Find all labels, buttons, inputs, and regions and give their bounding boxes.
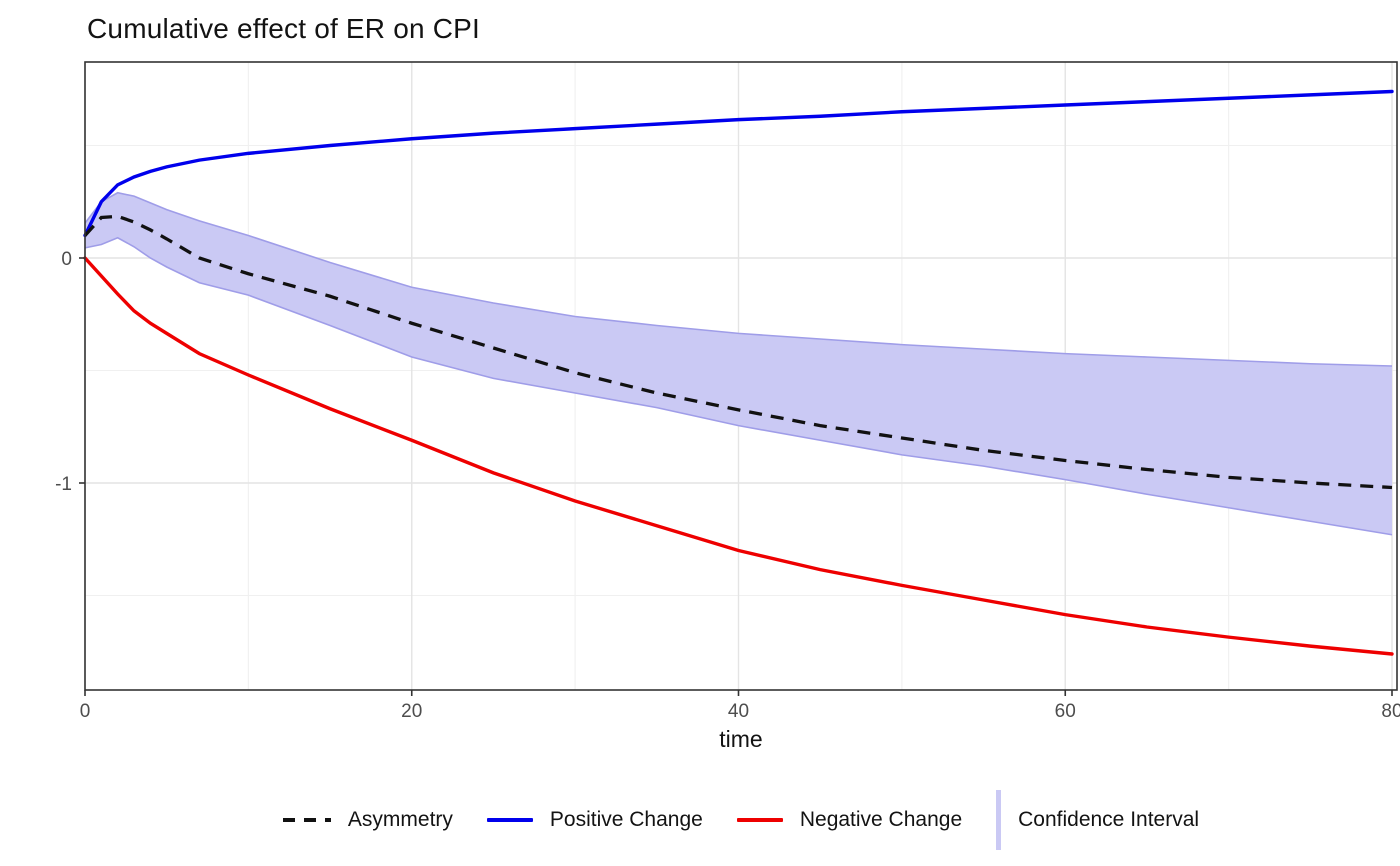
chart-title: Cumulative effect of ER on CPI: [87, 13, 480, 44]
negative-change-line: [83, 256, 1394, 656]
confidence-band-lower-edge: [84, 236, 1393, 536]
legend-label: Negative Change: [799, 808, 963, 831]
legend-item-asymmetry: Asymmetry: [282, 808, 453, 832]
x-tick-label: 60: [1055, 701, 1076, 722]
y-tick-label: -1: [55, 474, 72, 495]
y-tick-label: 0: [61, 249, 72, 270]
legend: Asymmetry Positive Change Negative Chang…: [85, 788, 1397, 852]
blue-line-key-icon: [486, 818, 533, 822]
legend-item-confidence-interval: Confidence Interval: [996, 790, 1199, 850]
positive-change-line: [83, 89, 1394, 238]
x-tick-label: 80: [1381, 701, 1400, 722]
confidence-band-key-icon: [996, 790, 1002, 850]
x-tick-label: 40: [728, 701, 749, 722]
legend-item-positive-change: Positive Change: [486, 808, 703, 832]
x-tick-label: 20: [401, 701, 422, 722]
asymmetry-line: [83, 214, 1393, 490]
legend-label: Asymmetry: [347, 808, 453, 831]
legend-label: Confidence Interval: [1018, 808, 1200, 831]
confidence-band-upper-edge: [84, 191, 1393, 367]
x-tick-label: 0: [80, 701, 91, 722]
legend-label: Positive Change: [549, 808, 703, 831]
x-axis-title: time: [719, 726, 763, 752]
red-line-key-icon: [736, 818, 783, 822]
confidence-band: [85, 192, 1392, 535]
legend-item-negative-change: Negative Change: [736, 808, 963, 832]
dashed-line-key-icon: [282, 818, 331, 822]
panel-border: [84, 61, 1398, 691]
